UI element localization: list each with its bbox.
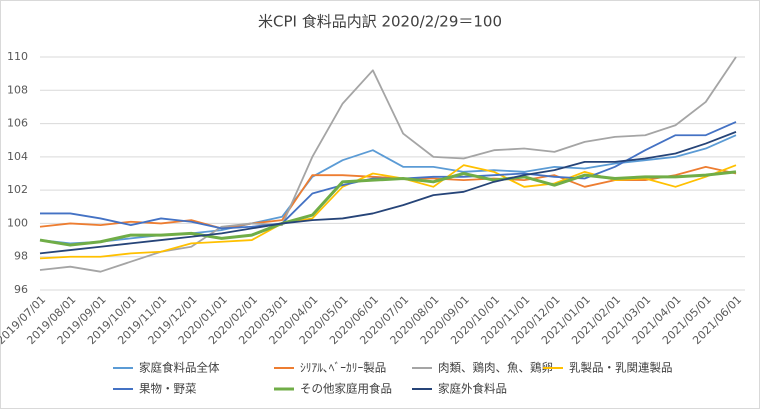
y-tick-label: 108 — [7, 83, 28, 96]
chart-title: 米CPI 食料品内訳 2020/2/29＝100 — [258, 13, 502, 31]
legend-label: 乳製品・乳関連製品 — [569, 361, 673, 375]
y-tick-label: 100 — [7, 216, 28, 229]
legend-label: 家庭食料品全体 — [139, 361, 220, 375]
y-tick-label: 104 — [7, 150, 28, 163]
legend-label: 肉類、鶏肉、魚、鶏卵 — [438, 361, 553, 375]
series-line — [39, 164, 737, 260]
series-line — [39, 170, 737, 247]
y-tick-label: 106 — [7, 117, 28, 130]
y-tick-label: 98 — [14, 250, 28, 263]
series-line — [39, 56, 737, 273]
legend-label: 家庭外食料品 — [438, 382, 507, 396]
legend-label: その他家庭用食品 — [300, 382, 392, 396]
legend-label: 果物・野菜 — [139, 382, 197, 396]
y-tick-label: 110 — [7, 50, 28, 63]
legend-label: ｼﾘｱﾙ､ﾍﾞｰｶﾘｰ製品 — [300, 361, 386, 375]
y-tick-label: 96 — [14, 283, 28, 296]
series-line — [39, 131, 737, 255]
y-tick-label: 102 — [7, 183, 28, 196]
